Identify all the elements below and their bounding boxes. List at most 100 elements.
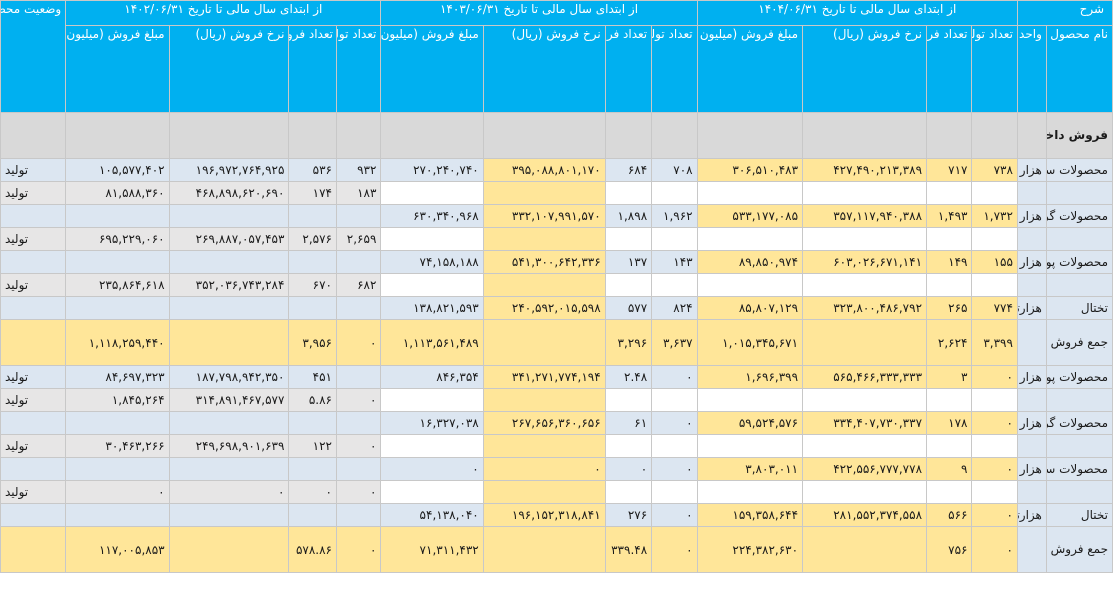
sales-qty-cell: ۲.۴۸ bbox=[604, 365, 653, 389]
table-row: تختالهزارتن۰۵۶۶۲۸۱,۵۵۲,۳۷۴,۵۵۸۱۵۹,۳۵۸,۶۴… bbox=[0, 503, 1114, 527]
product-name-cell: محصولات گرم bbox=[1045, 204, 1114, 228]
sale-rate-cell bbox=[168, 250, 290, 274]
production-qty-cell: ۰ bbox=[651, 503, 698, 527]
table-row: محصولات پوشش دارهزار تن۰۳۵۶۵,۴۶۶,۳۳۳,۳۳۳… bbox=[0, 365, 1114, 389]
sale-rate-cell: ۲۶۹,۸۸۷,۰۵۷,۴۵۳ bbox=[168, 227, 290, 251]
unit-cell: هزار تن bbox=[1016, 411, 1047, 435]
sale-rate-cell bbox=[482, 273, 606, 297]
production-qty-cell: ۰ bbox=[651, 526, 698, 573]
sale-amount-cell: ۳۰,۴۶۳,۲۶۶ bbox=[65, 434, 170, 458]
sales-qty-cell bbox=[926, 434, 973, 458]
product-name-cell: تختال bbox=[1045, 503, 1114, 527]
production-qty-header: تعداد تولید bbox=[651, 25, 698, 113]
sale-rate-cell bbox=[168, 503, 290, 527]
unit-cell bbox=[1016, 480, 1047, 504]
sale-amount-cell: ۰ bbox=[65, 480, 170, 504]
product-name-cell: محصولات پوشش دار bbox=[1045, 365, 1114, 389]
sale-rate-cell: ۳۳۲,۱۰۷,۹۹۱,۵۷۰ bbox=[482, 204, 606, 228]
sales-qty-cell: ۰ bbox=[604, 457, 653, 481]
product-name-cell: محصولات سرد bbox=[1045, 158, 1114, 182]
sale-amount-cell: ۱۱۷,۰۰۵,۸۵۳ bbox=[65, 526, 170, 573]
sale-rate-cell bbox=[482, 227, 606, 251]
sales-qty-cell bbox=[604, 434, 653, 458]
unit-header: واحد bbox=[1016, 25, 1047, 113]
table-row: ۰ ۰ ۰ ۰ تولید bbox=[0, 480, 1114, 504]
sale-rate-cell: ۳۹۵,۰۸۸,۸۰۱,۱۷۰ bbox=[482, 158, 606, 182]
unit-cell bbox=[1016, 388, 1047, 412]
status-cell: تولید bbox=[0, 227, 67, 251]
production-qty-cell: ۰ bbox=[335, 388, 382, 412]
unit-cell bbox=[1016, 273, 1047, 297]
sale-rate-cell bbox=[168, 204, 290, 228]
production-qty-cell bbox=[971, 480, 1018, 504]
sale-rate-cell: ۰ bbox=[482, 457, 606, 481]
product-name-cell: جمع فروش داخلی bbox=[1045, 319, 1114, 366]
table-row: محصولات پوشش دارهزار تن۱۵۵۱۴۹۶۰۳,۰۲۶,۶۷۱… bbox=[0, 250, 1114, 274]
sale-rate-cell bbox=[802, 181, 928, 205]
sales-qty-cell: ۵۷۸.۸۶ bbox=[288, 526, 337, 573]
sale-amount-cell bbox=[696, 273, 804, 297]
unit-cell: هزارتن bbox=[1016, 503, 1047, 527]
sale-amount-cell bbox=[380, 181, 484, 205]
production-qty-cell: ۰ bbox=[971, 526, 1018, 573]
sales-qty-cell: ۹ bbox=[926, 457, 973, 481]
status-cell bbox=[0, 457, 67, 481]
sale-amount-cell: ۱,۱۱۳,۵۶۱,۴۸۹ bbox=[380, 319, 484, 366]
sale-rate-cell bbox=[482, 388, 606, 412]
sale-rate-cell bbox=[802, 227, 928, 251]
status-cell: تولید bbox=[0, 365, 67, 389]
sale-amount-cell bbox=[696, 181, 804, 205]
status-cell: تولید bbox=[0, 181, 67, 205]
sales-qty-cell: ۱۷۴ bbox=[288, 181, 337, 205]
unit-cell bbox=[1016, 526, 1047, 573]
production-qty-cell bbox=[335, 503, 382, 527]
production-qty-cell: ۰ bbox=[335, 434, 382, 458]
table-row: ۰ ۱۲۲ ۲۴۹,۶۹۸,۹۰۱,۶۳۹ ۳۰,۴۶۳,۲۶۶ تولید bbox=[0, 434, 1114, 458]
sale-amount-cell: ۲۷۰,۲۴۰,۷۴۰ bbox=[380, 158, 484, 182]
sales-qty-cell: ۱۷۸ bbox=[926, 411, 973, 435]
product-name-cell: تختال bbox=[1045, 296, 1114, 320]
production-qty-cell bbox=[335, 365, 382, 389]
sale-rate-cell bbox=[168, 296, 290, 320]
sales-qty-cell: ۶۱ bbox=[604, 411, 653, 435]
sale-rate-cell bbox=[482, 434, 606, 458]
production-qty-cell: ۰ bbox=[651, 457, 698, 481]
production-qty-cell: ۹۳۲ bbox=[335, 158, 382, 182]
sale-amount-cell bbox=[65, 411, 170, 435]
table-row: تختالهزارتن۷۷۴۲۶۵۳۲۳,۸۰۰,۴۸۶,۷۹۲۸۵,۸۰۷,۱… bbox=[0, 296, 1114, 320]
sales-qty-cell bbox=[288, 503, 337, 527]
sale-amount-cell: ۷۴,۱۵۸,۱۸۸ bbox=[380, 250, 484, 274]
total-row: جمع فروش صادراتی۰۷۵۶۲۲۴,۳۸۲,۶۳۰۰۳۳۹.۴۸۷۱… bbox=[0, 526, 1114, 573]
product-name-cell bbox=[1045, 434, 1114, 458]
production-qty-cell bbox=[971, 434, 1018, 458]
unit-cell bbox=[1016, 227, 1047, 251]
sale-rate-cell: ۳۲۳,۸۰۰,۴۸۶,۷۹۲ bbox=[802, 296, 928, 320]
sale-amount-cell bbox=[696, 227, 804, 251]
production-qty-cell: ۰ bbox=[651, 411, 698, 435]
sale-rate-cell bbox=[482, 181, 606, 205]
production-qty-cell bbox=[335, 457, 382, 481]
sale-amount-cell: ۷۱,۳۱۱,۴۳۲ bbox=[380, 526, 484, 573]
description-header: شرح bbox=[1016, 0, 1114, 26]
status-header: وضعیت محصول- واحد bbox=[0, 0, 67, 113]
production-qty-cell bbox=[335, 250, 382, 274]
sales-qty-cell bbox=[926, 181, 973, 205]
sale-amount-cell: ۸۴,۶۹۷,۳۲۳ bbox=[65, 365, 170, 389]
sale-rate-cell: ۵۶۵,۴۶۶,۳۳۳,۳۳۳ bbox=[802, 365, 928, 389]
production-qty-cell bbox=[971, 227, 1018, 251]
sale-amount-cell: ۱,۱۱۸,۲۵۹,۴۴۰ bbox=[65, 319, 170, 366]
status-cell bbox=[0, 411, 67, 435]
sale-rate-cell: ۵۴۱,۳۰۰,۶۴۲,۳۳۶ bbox=[482, 250, 606, 274]
production-qty-cell bbox=[651, 388, 698, 412]
sales-qty-cell bbox=[604, 273, 653, 297]
status-cell bbox=[0, 250, 67, 274]
status-cell: تولید bbox=[0, 388, 67, 412]
sale-amount-cell: ۲۳۵,۸۶۴,۶۱۸ bbox=[65, 273, 170, 297]
sales-qty-cell: ۰ bbox=[288, 480, 337, 504]
sale-amount-cell: ۶۳۰,۳۴۰,۹۶۸ bbox=[380, 204, 484, 228]
sale-amount-cell: ۳,۸۰۳,۰۱۱ bbox=[696, 457, 804, 481]
period-1403-header: از ابتدای سال مالی تا تاریخ ۱۴۰۳/۰۶/۳۱ bbox=[380, 0, 698, 26]
table-body: فروش داخلی: محصولات سردهزار تن۷۳۸۷۱۷۴۲۷,… bbox=[0, 112, 1114, 573]
table-row: ۰ ۵.۸۶ ۳۱۴,۸۹۱,۴۶۷,۵۷۷ ۱,۸۴۵,۲۶۴ تولید bbox=[0, 388, 1114, 412]
